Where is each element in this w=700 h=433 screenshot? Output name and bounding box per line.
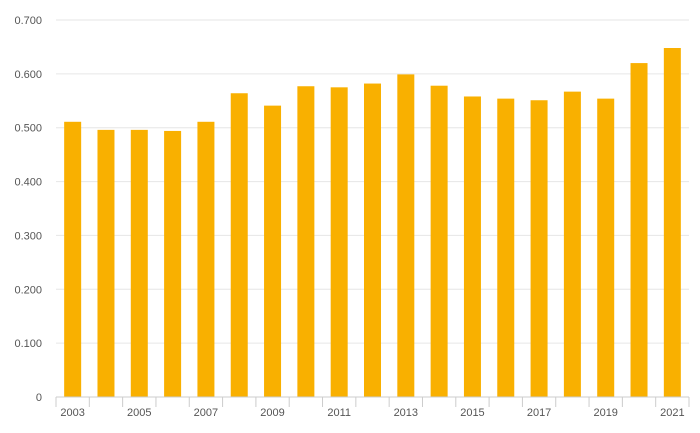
y-tick-label: 0	[36, 392, 42, 404]
bar	[497, 98, 515, 397]
y-tick-label: 0.100	[14, 338, 42, 350]
x-tick-label: 2009	[260, 407, 284, 419]
bar	[530, 100, 548, 398]
bar	[97, 129, 115, 397]
x-tick-label: 2007	[194, 407, 218, 419]
bar	[230, 93, 248, 397]
bar	[563, 91, 581, 397]
bar	[197, 121, 215, 397]
x-axis	[55, 396, 690, 407]
bar	[164, 130, 182, 397]
x-tick-label: 2021	[660, 407, 684, 419]
bar	[330, 87, 348, 398]
x-tick-label: 2005	[127, 407, 151, 419]
y-tick-label: 0.200	[14, 284, 42, 296]
bar	[463, 96, 481, 397]
x-tick-label: 2013	[394, 407, 418, 419]
y-tick-label: 0.700	[14, 15, 42, 27]
x-axis-ticks: 2003 2005 2007 2009 2011 2013 2015 2017 2019 2021	[60, 407, 684, 419]
bar	[397, 74, 415, 397]
x-tick-label: 2017	[527, 407, 551, 419]
y-axis-ticks: 0 0.100 0.200 0.300 0.400 0.500 0.600 0.700	[14, 15, 42, 404]
x-tick-label: 2011	[327, 407, 351, 419]
y-tick-label: 0.600	[14, 69, 42, 81]
bar	[297, 86, 315, 397]
bar	[264, 105, 282, 397]
bar	[364, 83, 381, 398]
x-tick-label: 2015	[460, 407, 484, 419]
bar	[430, 85, 448, 397]
bar	[630, 63, 648, 397]
bar	[130, 129, 148, 397]
x-tick-label: 2019	[593, 407, 617, 419]
y-tick-label: 0.500	[14, 123, 42, 135]
bar	[597, 98, 615, 397]
bar	[663, 48, 681, 398]
x-tick-label: 2003	[60, 407, 84, 419]
bar	[64, 121, 82, 397]
y-tick-label: 0.400	[14, 177, 42, 189]
bars	[64, 48, 681, 398]
y-tick-label: 0.300	[14, 230, 42, 242]
